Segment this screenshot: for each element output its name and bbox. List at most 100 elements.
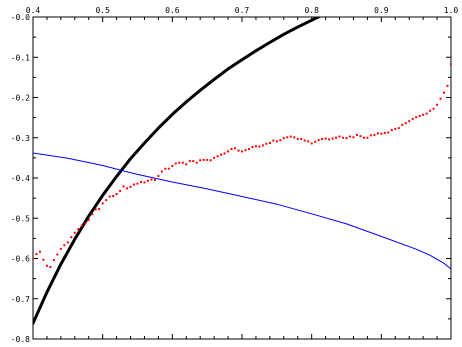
data-point bbox=[289, 135, 292, 138]
data-point bbox=[112, 195, 115, 198]
data-point bbox=[129, 185, 132, 188]
data-point bbox=[230, 148, 233, 151]
data-point bbox=[146, 179, 149, 182]
data-point bbox=[390, 129, 393, 132]
data-point bbox=[126, 187, 129, 190]
data-point bbox=[49, 265, 52, 268]
data-point bbox=[115, 193, 118, 196]
data-point bbox=[321, 137, 324, 140]
data-point bbox=[150, 178, 153, 181]
data-point bbox=[282, 137, 285, 140]
data-point bbox=[275, 140, 278, 143]
y-tick-label: -0.1 bbox=[11, 53, 30, 62]
y-tick-label: -0.0 bbox=[11, 13, 30, 22]
data-point bbox=[119, 189, 122, 192]
data-point bbox=[59, 247, 62, 250]
data-point bbox=[174, 162, 177, 165]
data-point bbox=[244, 149, 247, 152]
data-point bbox=[178, 161, 181, 164]
data-point bbox=[261, 144, 264, 147]
data-point bbox=[310, 142, 313, 145]
y-tick-label: -0.5 bbox=[11, 214, 30, 223]
data-point bbox=[157, 174, 160, 177]
data-point bbox=[98, 207, 101, 210]
data-point bbox=[227, 150, 230, 153]
data-point bbox=[77, 228, 80, 231]
data-point bbox=[439, 97, 442, 100]
axis-ticks: 0.4 0.5 0.6 0.7 0.8 0.9 1.0 -0.0 -0.1 -0.2 -0.3 -0.… bbox=[11, 6, 459, 344]
data-point bbox=[265, 142, 268, 145]
data-point bbox=[73, 231, 76, 234]
data-point bbox=[394, 127, 397, 130]
data-point bbox=[80, 224, 83, 227]
data-point bbox=[362, 136, 365, 139]
data-point bbox=[171, 164, 174, 167]
data-point bbox=[432, 107, 435, 110]
data-point bbox=[429, 109, 432, 112]
data-point bbox=[307, 140, 310, 143]
data-point bbox=[84, 222, 87, 225]
data-point bbox=[87, 218, 90, 221]
y-tick-label: -0.2 bbox=[11, 94, 30, 103]
y-tick-label: -0.8 bbox=[11, 335, 30, 344]
data-point bbox=[279, 139, 282, 142]
data-point bbox=[383, 131, 386, 134]
data-point bbox=[139, 181, 142, 184]
data-point bbox=[185, 163, 188, 166]
data-point bbox=[56, 253, 59, 256]
data-point bbox=[401, 123, 404, 126]
data-point bbox=[164, 167, 167, 170]
data-point bbox=[345, 137, 348, 140]
x-tick-label: 1.0 bbox=[444, 6, 459, 15]
data-point bbox=[33, 257, 34, 260]
data-point bbox=[296, 137, 299, 140]
data-point bbox=[136, 182, 139, 185]
data-point bbox=[108, 195, 111, 198]
y-tick-label: -0.7 bbox=[11, 295, 30, 304]
data-point bbox=[338, 135, 341, 138]
data-point bbox=[380, 132, 383, 135]
data-point bbox=[355, 133, 358, 136]
data-point bbox=[181, 161, 184, 164]
series-layer bbox=[33, 17, 451, 325]
data-point bbox=[206, 158, 209, 161]
data-point bbox=[241, 150, 243, 153]
data-point bbox=[223, 152, 226, 155]
data-point bbox=[220, 153, 223, 156]
x-tick-label: 0.7 bbox=[235, 6, 250, 15]
data-point bbox=[331, 137, 334, 140]
data-point bbox=[348, 135, 351, 138]
x-tick-label: 0.8 bbox=[304, 6, 319, 15]
data-point bbox=[35, 253, 38, 256]
plot-frame bbox=[32, 16, 452, 340]
data-point bbox=[408, 120, 411, 123]
x-tick-label: 0.6 bbox=[165, 6, 180, 15]
red-dotted-series bbox=[33, 63, 451, 268]
y-tick-label: -0.3 bbox=[11, 134, 30, 143]
data-point bbox=[303, 139, 306, 142]
data-point bbox=[425, 112, 428, 115]
data-point bbox=[94, 208, 97, 211]
data-point bbox=[422, 113, 425, 116]
data-point bbox=[188, 160, 191, 163]
data-point bbox=[133, 183, 136, 186]
data-point bbox=[446, 84, 449, 87]
data-point bbox=[216, 155, 219, 158]
data-point bbox=[247, 148, 250, 151]
x-tick-label: 0.9 bbox=[374, 6, 389, 15]
data-point bbox=[293, 136, 296, 139]
data-point bbox=[300, 137, 303, 140]
data-point bbox=[324, 137, 327, 140]
data-point bbox=[404, 122, 407, 125]
data-point bbox=[160, 170, 163, 173]
data-point bbox=[314, 140, 317, 143]
data-point bbox=[195, 161, 198, 164]
data-point bbox=[387, 131, 390, 134]
data-point bbox=[42, 258, 45, 261]
data-point bbox=[45, 264, 48, 267]
data-point bbox=[376, 132, 379, 135]
data-point bbox=[52, 259, 55, 262]
data-point bbox=[415, 116, 418, 119]
